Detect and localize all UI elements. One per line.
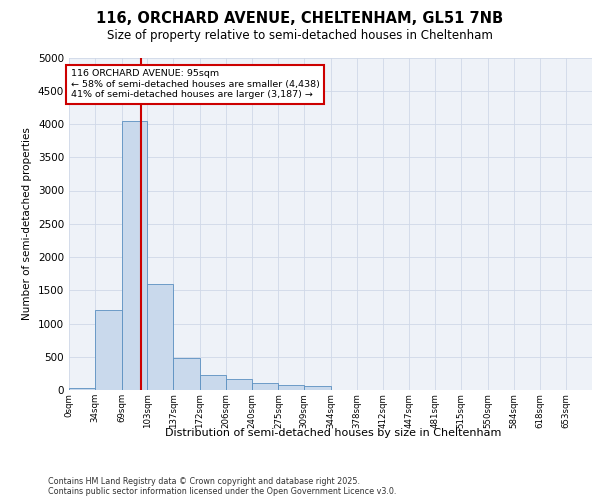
Bar [95,310,122,390]
Bar [200,376,226,390]
Text: 116, ORCHARD AVENUE, CHELTENHAM, GL51 7NB: 116, ORCHARD AVENUE, CHELTENHAM, GL51 7N… [97,11,503,26]
Bar [226,380,252,390]
Bar [69,388,95,390]
Bar [122,120,148,390]
Text: Distribution of semi-detached houses by size in Cheltenham: Distribution of semi-detached houses by … [165,428,501,438]
Text: Contains HM Land Registry data © Crown copyright and database right 2025.
Contai: Contains HM Land Registry data © Crown c… [48,476,397,496]
Text: Size of property relative to semi-detached houses in Cheltenham: Size of property relative to semi-detach… [107,29,493,42]
Bar [252,384,278,390]
Bar [278,386,304,390]
Bar [304,386,331,390]
Bar [148,284,173,390]
Bar [173,358,200,390]
Y-axis label: Number of semi-detached properties: Number of semi-detached properties [22,128,32,320]
Text: 116 ORCHARD AVENUE: 95sqm
← 58% of semi-detached houses are smaller (4,438)
41% : 116 ORCHARD AVENUE: 95sqm ← 58% of semi-… [71,70,319,100]
